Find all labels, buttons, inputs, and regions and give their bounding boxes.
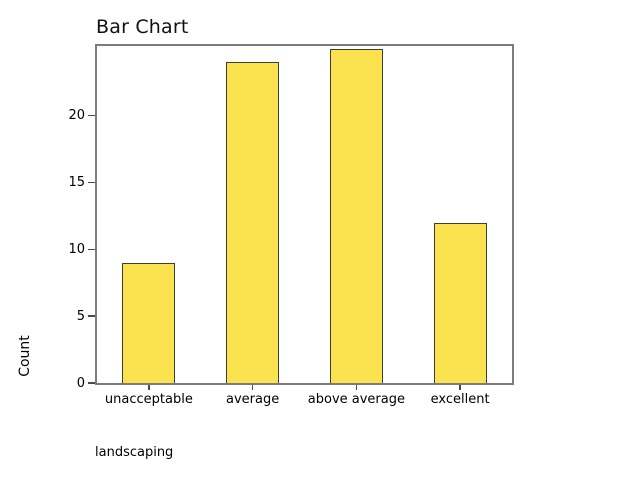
y-tick-mark <box>88 382 95 384</box>
x-tick-mark <box>459 385 461 390</box>
plot-area <box>95 44 514 385</box>
y-tick-mark <box>88 315 95 317</box>
bar-above-average <box>329 48 383 383</box>
x-tick-mark <box>148 385 150 390</box>
y-tick-mark <box>88 181 95 184</box>
x-axis-label: landscaping <box>95 445 174 460</box>
y-tick-mark <box>88 248 95 251</box>
y-tick-mark <box>88 114 95 117</box>
x-category-label: above average <box>307 392 405 407</box>
y-tick-label: 20 <box>68 108 85 124</box>
bar-average <box>226 62 280 383</box>
x-tick-mark <box>355 385 358 390</box>
x-tick-mark <box>251 385 254 390</box>
bar-excellent <box>433 222 487 383</box>
x-category-label: excellent <box>430 392 490 407</box>
x-category-label: unacceptable <box>104 392 193 407</box>
bar-unacceptable <box>122 262 176 383</box>
x-category-label: average <box>226 392 280 407</box>
y-tick-label: 5 <box>76 308 85 324</box>
y-tick-label: 0 <box>76 375 85 391</box>
y-tick-label: 10 <box>68 241 85 257</box>
y-tick-label: 15 <box>68 174 85 190</box>
y-axis-label: Count <box>17 335 33 377</box>
chart-title: Bar Chart <box>96 16 189 38</box>
